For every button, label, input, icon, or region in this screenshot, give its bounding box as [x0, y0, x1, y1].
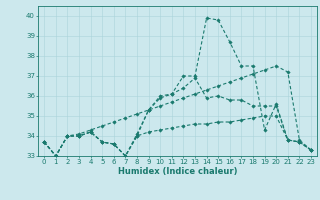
- X-axis label: Humidex (Indice chaleur): Humidex (Indice chaleur): [118, 167, 237, 176]
